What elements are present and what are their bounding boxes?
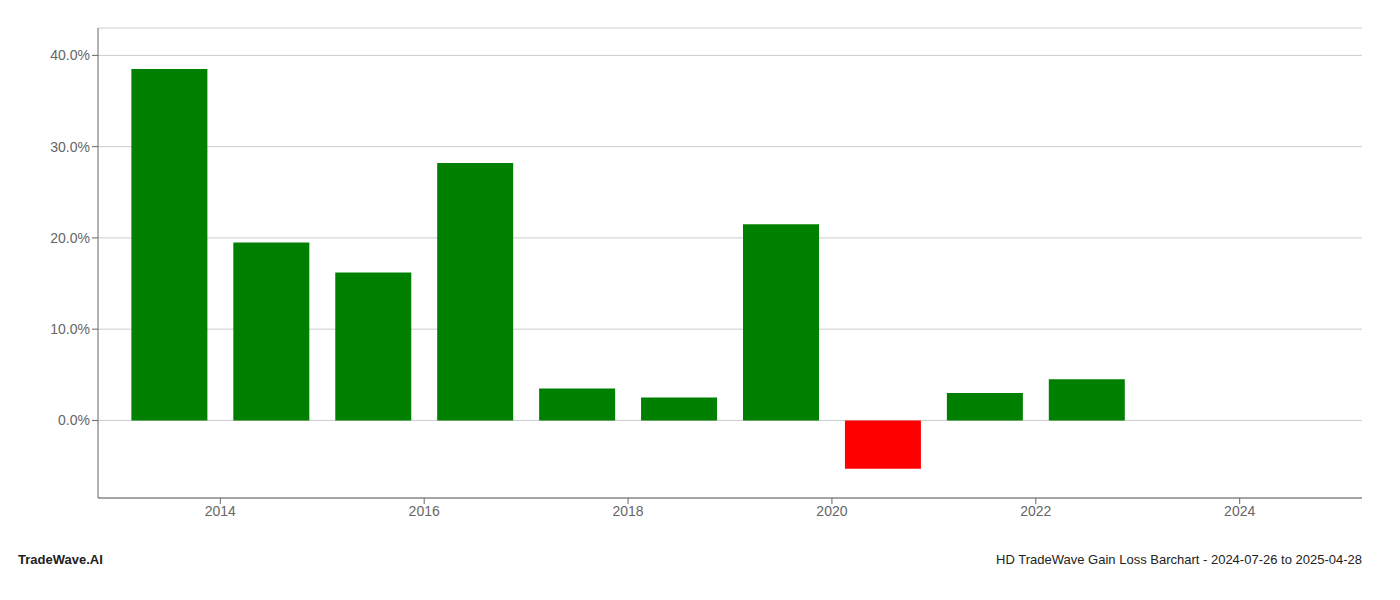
svg-text:10.0%: 10.0% (50, 321, 90, 337)
html-text:TradeWave.AI: TradeWave.AI (18, 552, 103, 567)
svg-text:2022: 2022 (1020, 503, 1051, 519)
svg-text:2020: 2020 (816, 503, 847, 519)
svg-text:2016: 2016 (409, 503, 440, 519)
svg-text:0.0%: 0.0% (58, 412, 90, 428)
svg-text:40.0%: 40.0% (50, 47, 90, 63)
svg-text:20.0%: 20.0% (50, 230, 90, 246)
html-text:HD TradeWave Gain Loss Barchar: HD TradeWave Gain Loss Barchart - 2024-0… (996, 552, 1362, 567)
svg-text:2024: 2024 (1224, 503, 1255, 519)
svg-text:2014: 2014 (205, 503, 236, 519)
svg-text:30.0%: 30.0% (50, 139, 90, 155)
svg-text:2018: 2018 (612, 503, 643, 519)
